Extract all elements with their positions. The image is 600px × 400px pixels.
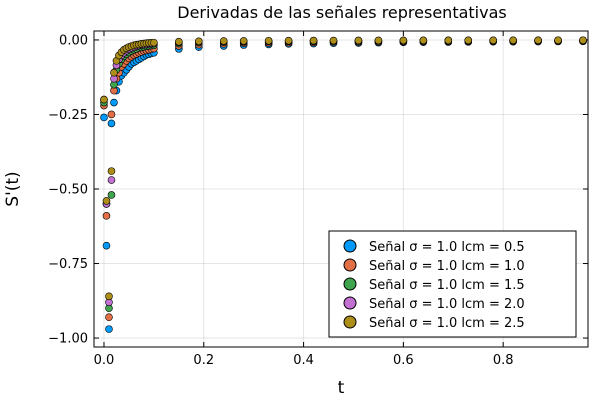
legend-marker — [343, 315, 357, 329]
data-point — [309, 36, 318, 45]
legend-marker — [343, 239, 357, 253]
data-point — [489, 36, 497, 45]
data-point — [102, 212, 111, 220]
data-point — [329, 36, 338, 45]
data-point — [194, 37, 203, 46]
data-point — [107, 176, 116, 184]
data-point — [100, 113, 108, 122]
legend-label: Señal σ = 1.0 lcm = 2.0 — [369, 297, 525, 312]
data-point — [239, 37, 248, 45]
data-point — [100, 95, 108, 104]
data-point — [374, 36, 383, 45]
legend-box — [328, 230, 577, 338]
data-point — [419, 36, 428, 45]
data-point — [110, 68, 118, 77]
data-point — [534, 36, 542, 45]
legend-label: Señal σ = 1.0 lcm = 1.0 — [369, 259, 525, 274]
y-axis-label: S'(t) — [3, 171, 23, 206]
series-5 — [100, 36, 587, 301]
axis-ticks: 0.0 0.2 0.4 0.6 0.8 0.00 −0.25 −0.50 −0.75 −1.00 — [48, 31, 588, 368]
data-point — [102, 197, 111, 205]
x-tick-label: 0.8 — [493, 353, 514, 368]
chart-title: Derivadas de las señales representativas — [177, 3, 506, 22]
y-tick-label: −0.50 — [48, 183, 88, 198]
data-point — [399, 36, 408, 45]
x-tick-label: 0.6 — [393, 353, 414, 368]
x-axis-label: t — [338, 378, 345, 398]
data-point — [107, 191, 116, 199]
data-point — [110, 98, 118, 107]
data-point — [107, 119, 116, 128]
data-point — [464, 36, 473, 45]
x-tick-label: 0.0 — [94, 353, 115, 368]
data-point — [105, 292, 113, 301]
y-tick-label: −0.75 — [48, 257, 88, 272]
data-point — [107, 110, 116, 119]
legend-marker — [343, 277, 357, 291]
data-point — [264, 36, 273, 45]
data-point — [354, 36, 363, 45]
data-point — [579, 36, 587, 45]
legend-marker — [343, 296, 357, 310]
legend-label: Señal σ = 1.0 lcm = 2.5 — [369, 316, 525, 331]
data-point — [102, 241, 111, 250]
legend-label: Señal σ = 1.0 lcm = 0.5 — [369, 240, 525, 255]
legend: Señal σ = 1.0 lcm = 0.5 Señal σ = 1.0 lcm… — [328, 230, 577, 338]
x-tick-label: 0.2 — [193, 353, 214, 368]
y-tick-label: −1.00 — [48, 332, 88, 347]
data-point — [107, 167, 116, 175]
data-point — [150, 38, 158, 47]
data-point — [105, 313, 113, 321]
y-tick-label: −0.25 — [48, 108, 88, 123]
data-points — [100, 36, 587, 333]
y-tick-label: 0.00 — [59, 33, 88, 48]
x-tick-label: 0.4 — [293, 353, 314, 368]
data-point — [554, 36, 562, 45]
data-point — [509, 36, 517, 45]
data-point — [444, 36, 453, 45]
data-point — [105, 325, 113, 333]
data-point — [175, 37, 183, 46]
legend-marker — [343, 258, 357, 272]
data-point — [284, 36, 293, 45]
legend-label: Señal σ = 1.0 lcm = 1.5 — [369, 278, 525, 293]
data-point — [219, 37, 228, 45]
